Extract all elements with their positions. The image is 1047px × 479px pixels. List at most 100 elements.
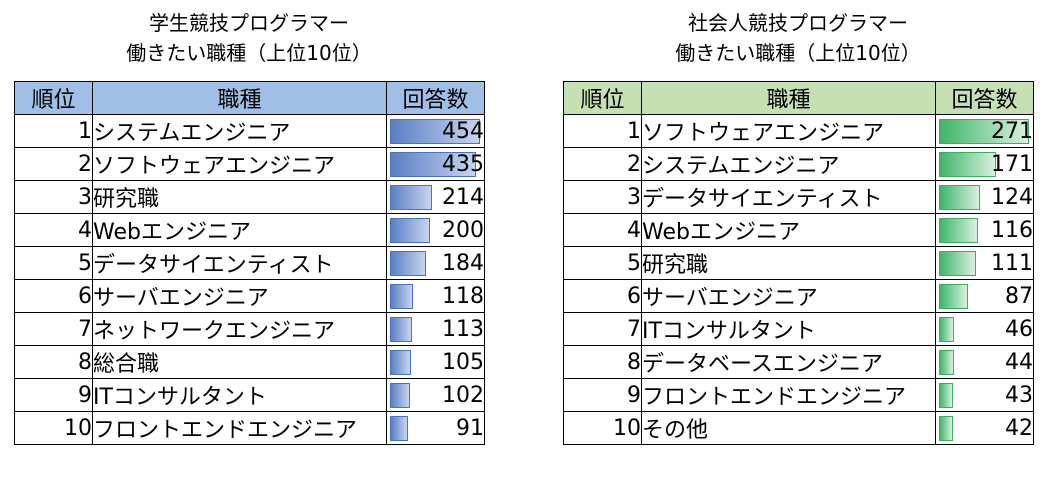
header-count: 回答数 [386, 81, 485, 115]
professional-table-body: 1 ソフトウェアエンジニア 271 2 システムエンジニア 171 3 データサイエンティスト… [563, 114, 1034, 445]
count-value: 171 [991, 151, 1033, 177]
rank-cell: 4 [563, 213, 642, 247]
student-ranking-panel: 学生競技プログラマー 働きたい職種（上位10位） 順位 職種 回答数 1 システム… [14, 0, 485, 445]
table-row: 8 データベースエンジニア 44 [563, 345, 1034, 379]
count-cell: 42 [935, 411, 1034, 445]
count-value: 46 [1005, 316, 1033, 342]
job-cell: 総合職 [92, 345, 387, 379]
data-bar [939, 119, 1029, 144]
count-cell: 271 [935, 114, 1034, 148]
count-cell: 200 [386, 213, 485, 247]
table-row: 6 サーバエンジニア 118 [14, 279, 485, 313]
data-bar [939, 251, 976, 276]
student-table-body: 1 システムエンジニア 454 2 ソフトウェアエンジニア 435 3 研究職 214 4 Webエ… [14, 114, 485, 445]
count-value: 43 [1005, 382, 1033, 408]
data-bar [939, 185, 980, 210]
job-cell: システムエンジニア [92, 114, 387, 148]
data-bar [390, 284, 413, 309]
data-bar [390, 119, 480, 144]
professional-title-line2: 働きたい職種（上位10位） [675, 41, 921, 65]
table-header-row: 順位 職種 回答数 [563, 81, 1034, 115]
data-bar [390, 383, 410, 408]
table-row: 1 システムエンジニア 454 [14, 114, 485, 148]
data-bar [939, 416, 953, 441]
rank-cell: 9 [14, 378, 93, 412]
table-row: 9 フロントエンドエンジニア 43 [563, 378, 1034, 412]
rank-cell: 10 [14, 411, 93, 445]
count-cell: 116 [935, 213, 1034, 247]
table-row: 8 総合職 105 [14, 345, 485, 379]
count-cell: 454 [386, 114, 485, 148]
job-cell: 研究職 [641, 246, 936, 280]
count-value: 44 [1005, 349, 1033, 375]
rank-cell: 2 [563, 147, 642, 181]
data-bar [939, 350, 954, 375]
job-cell: その他 [641, 411, 936, 445]
count-value: 124 [991, 184, 1033, 210]
data-bar [390, 416, 408, 441]
table-row: 2 ソフトウェアエンジニア 435 [14, 147, 485, 181]
job-cell: データサイエンティスト [92, 246, 387, 280]
table-row: 10 その他 42 [563, 411, 1034, 445]
data-bar [390, 185, 432, 210]
data-bar [939, 317, 954, 342]
job-cell: サーバエンジニア [92, 279, 387, 313]
count-cell: 113 [386, 312, 485, 346]
data-bar [390, 317, 412, 342]
table-header-row: 順位 職種 回答数 [14, 81, 485, 115]
table-row: 7 ITコンサルタント 46 [563, 312, 1034, 346]
table-row: 10 フロントエンドエンジニア 91 [14, 411, 485, 445]
count-cell: 44 [935, 345, 1034, 379]
data-bar [390, 218, 430, 243]
table-row: 6 サーバエンジニア 87 [563, 279, 1034, 313]
student-ranking-table: 順位 職種 回答数 1 システムエンジニア 454 2 ソフトウェアエンジニア 435 3 研… [14, 81, 485, 445]
count-value: 454 [442, 118, 484, 144]
rank-cell: 2 [14, 147, 93, 181]
rank-cell: 9 [563, 378, 642, 412]
count-cell: 184 [386, 246, 485, 280]
count-cell: 43 [935, 378, 1034, 412]
professional-ranking-panel: 社会人競技プログラマー 働きたい職種（上位10位） 順位 職種 回答数 1 ソフト… [563, 0, 1034, 445]
count-value: 91 [456, 415, 484, 441]
table-row: 2 システムエンジニア 171 [563, 147, 1034, 181]
job-cell: データベースエンジニア [641, 345, 936, 379]
count-cell: 91 [386, 411, 485, 445]
count-value: 102 [442, 382, 484, 408]
data-bar [390, 152, 476, 177]
student-title-line1: 学生競技プログラマー [149, 11, 349, 35]
data-bar [939, 284, 968, 309]
data-bar [390, 350, 411, 375]
table-row: 9 ITコンサルタント 102 [14, 378, 485, 412]
job-cell: ネットワークエンジニア [92, 312, 387, 346]
student-title-line2: 働きたい職種（上位10位） [126, 41, 372, 65]
rank-cell: 6 [563, 279, 642, 313]
rank-cell: 5 [563, 246, 642, 280]
table-row: 3 研究職 214 [14, 180, 485, 214]
job-cell: フロントエンドエンジニア [92, 411, 387, 445]
rank-cell: 4 [14, 213, 93, 247]
count-value: 116 [991, 217, 1033, 243]
count-value: 184 [442, 250, 484, 276]
count-value: 113 [442, 316, 484, 342]
job-cell: ソフトウェアエンジニア [92, 147, 387, 181]
count-cell: 102 [386, 378, 485, 412]
job-cell: ITコンサルタント [92, 378, 387, 412]
count-value: 435 [442, 151, 484, 177]
count-cell: 171 [935, 147, 1034, 181]
table-row: 5 データサイエンティスト 184 [14, 246, 485, 280]
header-rank: 順位 [14, 81, 93, 115]
count-value: 214 [442, 184, 484, 210]
job-cell: ITコンサルタント [641, 312, 936, 346]
count-cell: 124 [935, 180, 1034, 214]
count-value: 111 [991, 250, 1033, 276]
count-cell: 214 [386, 180, 485, 214]
rank-cell: 3 [14, 180, 93, 214]
data-bar [939, 383, 953, 408]
table-row: 5 研究職 111 [563, 246, 1034, 280]
professional-chart-title: 社会人競技プログラマー 働きたい職種（上位10位） [563, 8, 1033, 68]
count-value: 87 [1005, 283, 1033, 309]
job-cell: 研究職 [92, 180, 387, 214]
rank-cell: 3 [563, 180, 642, 214]
job-cell: システムエンジニア [641, 147, 936, 181]
rank-cell: 1 [14, 114, 93, 148]
